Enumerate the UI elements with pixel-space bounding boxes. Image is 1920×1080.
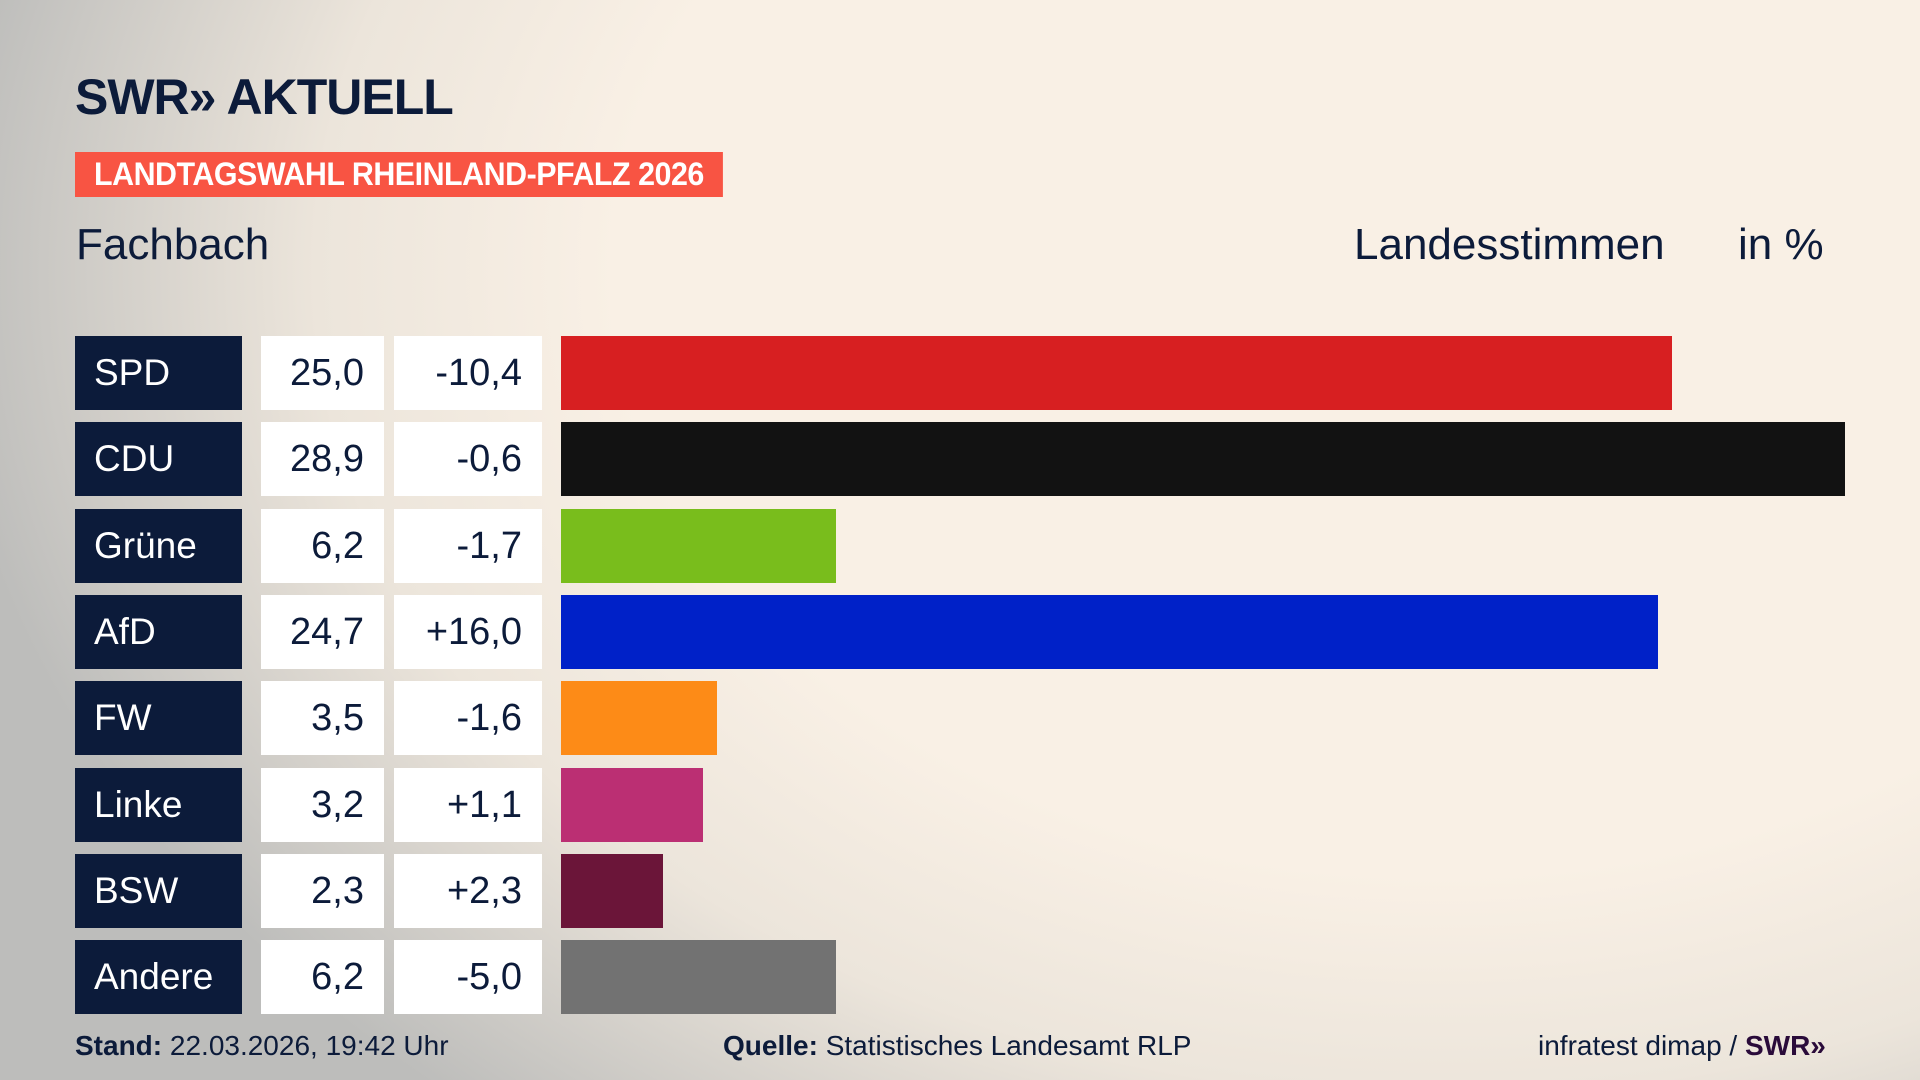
unit-label: in % — [1738, 220, 1824, 269]
stand-label: Stand: — [75, 1030, 163, 1061]
vote-share: 3,5 — [261, 681, 384, 756]
stand-value: 22.03.2026, 19:42 Uhr — [169, 1030, 449, 1061]
vote-change: -1,7 — [394, 508, 542, 583]
bar-fw — [561, 681, 717, 756]
vote-change: +1,1 — [394, 767, 542, 842]
bar-bsw — [561, 853, 664, 928]
party-label: Andere — [75, 940, 242, 1015]
vote-share: 25,0 — [261, 336, 384, 410]
bar-andere — [561, 940, 837, 1015]
bar-spd — [561, 336, 1672, 410]
vote-share: 6,2 — [261, 940, 384, 1015]
vote-change: -5,0 — [394, 940, 542, 1015]
party-label: BSW — [75, 853, 242, 928]
election-banner: LANDTAGSWAHL RHEINLAND-PFALZ 2026 — [75, 152, 723, 197]
party-row: SPD 25,0 -10,4 — [75, 336, 1875, 410]
bar-afd — [561, 594, 1659, 669]
location-title: Fachbach — [76, 220, 270, 269]
vote-type-label: Landesstimmen — [1354, 220, 1665, 269]
party-row: AfD 24,7 +16,0 — [75, 594, 1875, 669]
party-label: AfD — [75, 594, 242, 669]
timestamp: Stand: 22.03.2026, 19:42 Uhr — [75, 1030, 449, 1062]
bar-linke — [561, 767, 704, 842]
source-label: Quelle: — [723, 1030, 818, 1061]
party-row: FW 3,5 -1,6 — [75, 681, 1875, 756]
credit: infratest dimap / SWR» — [1538, 1030, 1826, 1062]
vote-share: 28,9 — [261, 422, 384, 497]
party-label: FW — [75, 681, 242, 756]
bar-cdu — [561, 422, 1845, 497]
logo-text: SWR» AKTUELL — [75, 69, 454, 125]
party-row: CDU 28,9 -0,6 — [75, 422, 1875, 497]
party-row: Linke 3,2 +1,1 — [75, 767, 1875, 842]
swr-small-logo: SWR» — [1744, 1030, 1826, 1061]
party-label: Linke — [75, 767, 242, 842]
vote-share: 2,3 — [261, 853, 384, 928]
vote-change: +2,3 — [394, 853, 542, 928]
vote-share: 24,7 — [261, 594, 384, 669]
party-row: Grüne 6,2 -1,7 — [75, 508, 1875, 583]
party-row: Andere 6,2 -5,0 — [75, 940, 1875, 1015]
source: Quelle: Statistisches Landesamt RLP — [723, 1030, 1191, 1062]
credit-text: infratest dimap / — [1538, 1030, 1738, 1061]
bar-grüne — [561, 508, 837, 583]
swr-aktuell-logo: SWR» AKTUELL — [75, 68, 454, 126]
party-label: SPD — [75, 336, 242, 410]
source-value: Statistisches Landesamt RLP — [825, 1030, 1192, 1061]
party-label: Grüne — [75, 508, 242, 583]
vote-share: 6,2 — [261, 508, 384, 583]
party-label: CDU — [75, 422, 242, 497]
vote-change: +16,0 — [394, 594, 542, 669]
vote-change: -0,6 — [394, 422, 542, 497]
vote-change: -10,4 — [394, 336, 542, 410]
party-row: BSW 2,3 +2,3 — [75, 853, 1875, 928]
vote-share: 3,2 — [261, 767, 384, 842]
vote-change: -1,6 — [394, 681, 542, 756]
